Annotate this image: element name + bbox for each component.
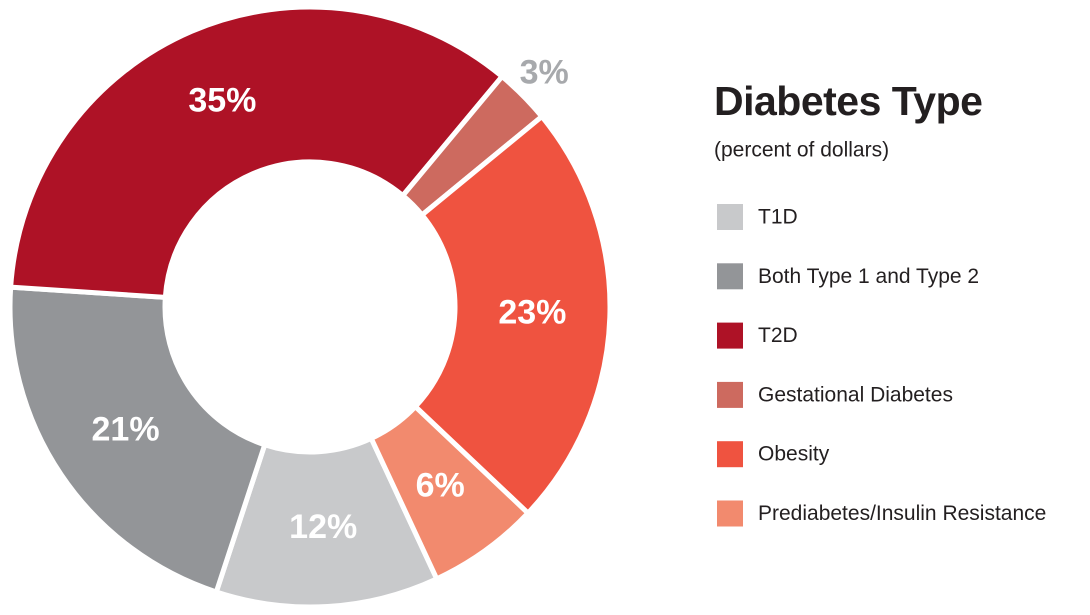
chart-title: Diabetes Type	[714, 78, 982, 124]
legend-label: T1D	[758, 206, 798, 229]
donut-slice	[367, 403, 532, 583]
chart-subtitle: (percent of dollars)	[714, 139, 889, 162]
legend-swatch	[717, 322, 743, 349]
legend-label: Gestational Diabetes	[758, 383, 953, 406]
legend-label: Prediabetes/Insulin Resistance	[758, 502, 1046, 525]
legend-swatch	[717, 263, 743, 290]
legend-swatch	[717, 204, 743, 230]
legend-label: Obesity	[758, 443, 830, 466]
legend-swatch	[717, 441, 743, 468]
donut-slice	[7, 284, 268, 596]
donut-slice	[7, 4, 506, 301]
value-label: 35%	[188, 81, 256, 119]
donut-slice	[213, 435, 441, 610]
legend-swatch	[717, 381, 743, 408]
donut-slice	[411, 113, 613, 517]
legend-label: T2D	[758, 324, 798, 347]
legend-label: Both Type 1 and Type 2	[758, 265, 979, 288]
value-label: 3%	[520, 53, 569, 91]
legend-swatch	[717, 500, 743, 527]
value-label: 21%	[92, 410, 160, 448]
value-label: 6%	[416, 466, 465, 504]
value-label: 23%	[498, 294, 566, 332]
value-label: 12%	[289, 508, 357, 546]
